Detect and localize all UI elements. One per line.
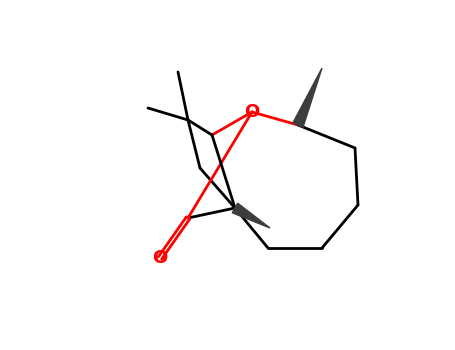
Text: O: O (244, 103, 260, 121)
Text: O: O (152, 249, 167, 267)
Polygon shape (232, 203, 270, 228)
Polygon shape (293, 68, 322, 127)
